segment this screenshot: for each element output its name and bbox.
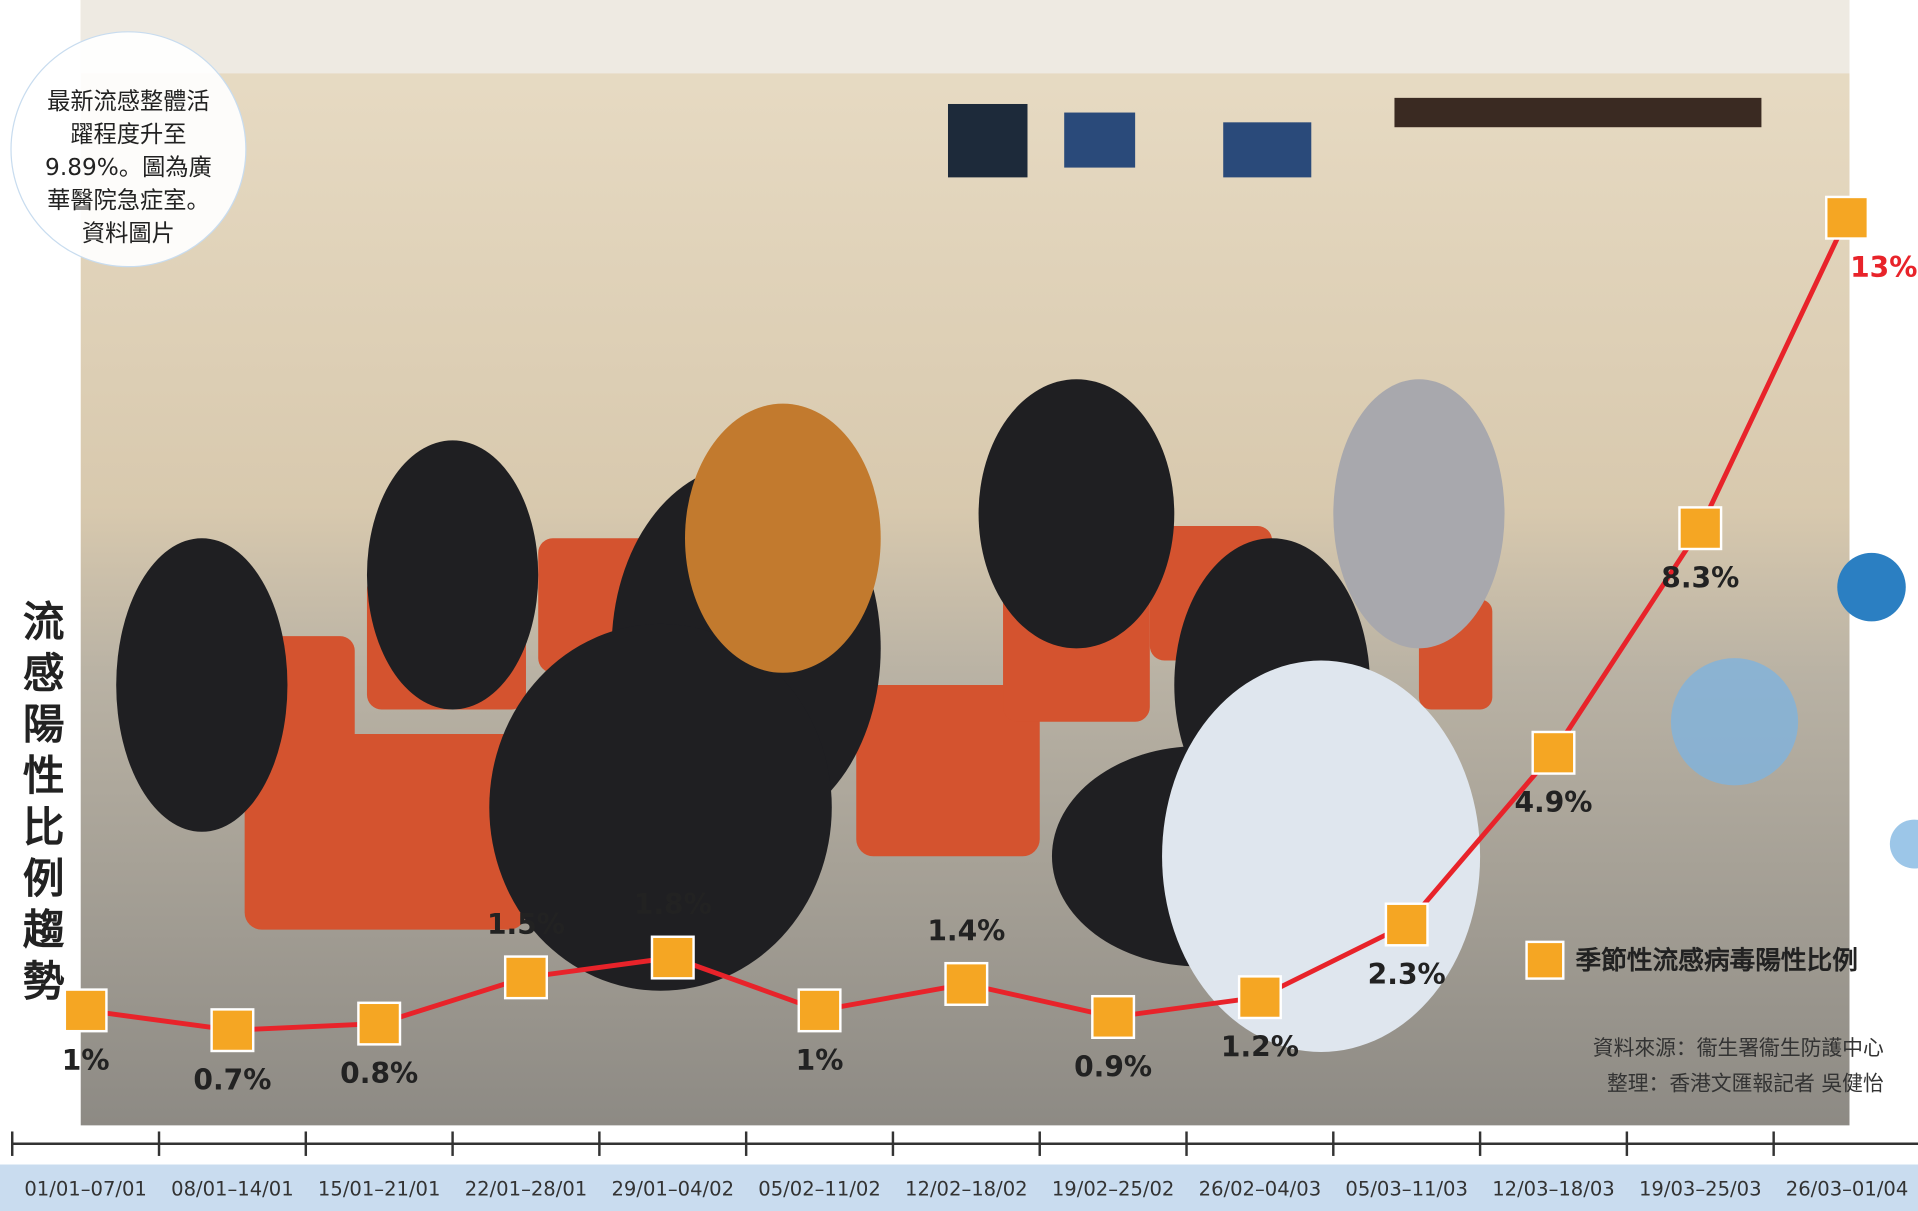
- marker: [65, 990, 107, 1032]
- caption: 最新流感整體活躍程度升至9.89%。圖為廣華醫院急症室。資料圖片: [15, 76, 243, 251]
- value-label: 1%: [796, 1044, 844, 1077]
- x-tick-label: 01/01–07/01: [24, 1178, 147, 1201]
- legend-marker: [1527, 942, 1564, 979]
- x-tick-label: 15/01–21/01: [318, 1178, 441, 1201]
- marker: [1679, 507, 1721, 549]
- marker: [1239, 976, 1281, 1018]
- legend-label: 季節性流感病毒陽性比例: [1576, 945, 1858, 976]
- value-label: 4.9%: [1514, 786, 1592, 819]
- x-tick-label: 05/02–11/02: [758, 1178, 881, 1201]
- credit: 整理：香港文匯報記者 吳健怡: [1607, 1072, 1884, 1096]
- value-label: 13%: [1850, 251, 1917, 284]
- x-tick-label: 19/03–25/03: [1639, 1178, 1762, 1201]
- x-tick-label: 22/01–28/01: [465, 1178, 588, 1201]
- value-label: 1%: [62, 1044, 110, 1077]
- page: 最新流感整體活躍程度升至9.89%。圖為廣華醫院急症室。資料圖片 流感陽性比例趨…: [0, 0, 1918, 1211]
- value-label: 2.3%: [1368, 958, 1446, 991]
- x-tick-label: 12/02–18/02: [905, 1178, 1028, 1201]
- value-label: 1.5%: [487, 908, 565, 941]
- caption-box: 最新流感整體活躍程度升至9.89%。圖為廣華醫院急症室。資料圖片: [15, 76, 243, 259]
- marker: [1386, 904, 1428, 946]
- marker: [212, 1009, 254, 1051]
- x-tick-label: 05/03–11/03: [1345, 1178, 1468, 1201]
- chart: 最新流感整體活躍程度升至9.89%。圖為廣華醫院急症室。資料圖片 流感陽性比例趨…: [0, 0, 1918, 1211]
- value-label: 0.7%: [193, 1064, 271, 1097]
- x-tick-label: 08/01–14/01: [171, 1178, 294, 1201]
- marker: [1533, 732, 1575, 774]
- marker: [946, 963, 988, 1005]
- value-label: 8.3%: [1661, 562, 1739, 595]
- value-label: 0.8%: [340, 1057, 418, 1090]
- chart-title: 流感陽性比例趨勢: [16, 599, 65, 1010]
- value-label: 0.9%: [1074, 1050, 1152, 1083]
- marker: [358, 1003, 400, 1045]
- x-tick-label: 12/03–18/03: [1492, 1178, 1615, 1201]
- marker: [652, 937, 694, 979]
- value-label: 1.2%: [1221, 1031, 1299, 1064]
- value-label: 1.4%: [927, 915, 1005, 948]
- marker: [505, 957, 547, 999]
- marker: [1092, 996, 1134, 1038]
- x-tick-label: 19/02–25/02: [1052, 1178, 1175, 1201]
- source: 資料來源：衞生署衞生防護中心: [1593, 1036, 1884, 1060]
- marker: [799, 990, 841, 1032]
- x-tick-label: 26/03–01/04: [1786, 1178, 1909, 1201]
- value-label: 1.8%: [634, 888, 712, 921]
- marker: [1826, 197, 1868, 239]
- x-tick-label: 26/02–04/03: [1199, 1178, 1322, 1201]
- x-tick-label: 29/01–04/02: [611, 1178, 734, 1201]
